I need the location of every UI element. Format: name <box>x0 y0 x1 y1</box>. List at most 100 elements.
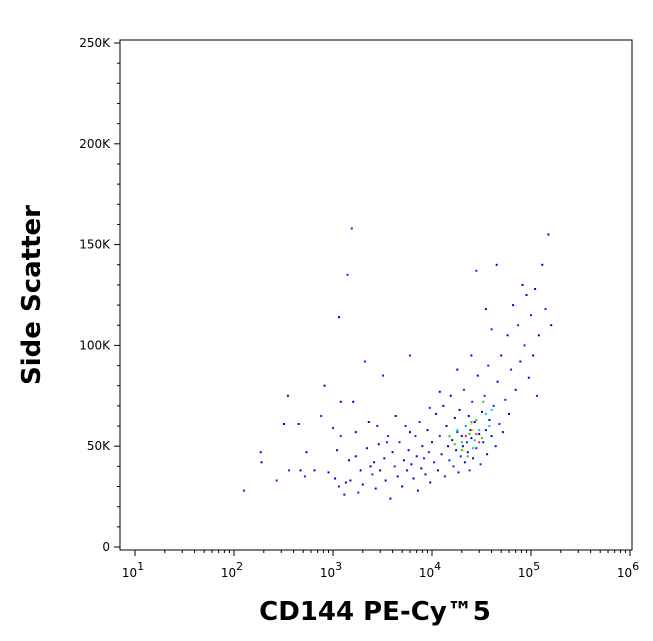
data-point <box>472 457 475 460</box>
x-axis-title: CD144 PE-Cy™5 <box>259 597 491 627</box>
x-tick-label: 105 <box>518 560 540 580</box>
data-point <box>297 423 300 425</box>
data-point <box>415 455 418 458</box>
data-point <box>457 471 460 474</box>
data-point <box>320 415 323 417</box>
data-point <box>487 364 490 367</box>
data-point <box>459 455 462 458</box>
data-point <box>550 324 553 327</box>
data-point-hot <box>462 449 465 452</box>
data-point <box>424 473 427 476</box>
data-point <box>260 461 263 464</box>
data-point <box>484 429 487 432</box>
data-point <box>496 380 499 383</box>
data-point <box>452 465 455 468</box>
data-point <box>365 447 368 450</box>
data-point <box>523 344 526 347</box>
data-point <box>463 461 466 464</box>
data-point <box>475 447 478 450</box>
data-point-dense <box>482 400 485 403</box>
data-point-dense <box>478 429 481 432</box>
data-point <box>402 459 405 462</box>
data-point <box>440 453 443 456</box>
data-point <box>414 435 417 438</box>
data-point-dense <box>448 435 451 438</box>
data-point <box>338 316 340 319</box>
data-point <box>391 451 394 454</box>
data-point <box>471 400 474 403</box>
data-point <box>376 425 379 427</box>
data-point <box>530 314 532 317</box>
y-axis-title: Side Scatter <box>17 205 47 385</box>
x-tick-label: 104 <box>419 560 441 580</box>
data-point-dense <box>488 425 491 427</box>
data-point <box>323 384 326 387</box>
data-point <box>525 294 528 296</box>
data-point <box>288 469 291 472</box>
data-point-dense <box>481 437 483 440</box>
data-point <box>498 423 501 425</box>
data-point-dense <box>475 419 478 421</box>
minor-ticks <box>117 62 626 553</box>
data-point <box>371 473 374 476</box>
x-axis-ticks: 101 102 103 104 105 106 <box>122 550 639 580</box>
data-point <box>428 406 431 409</box>
data-point-dense <box>484 412 487 415</box>
data-point <box>344 481 347 484</box>
data-point <box>327 471 330 474</box>
data-point <box>478 433 481 436</box>
data-point <box>349 479 352 482</box>
data-point <box>442 404 445 407</box>
data-point <box>455 449 458 452</box>
data-point <box>429 481 432 484</box>
data-point <box>393 465 396 468</box>
data-point <box>373 461 376 464</box>
x-tick-label: 103 <box>320 560 342 580</box>
data-point <box>421 445 424 448</box>
data-point <box>521 283 524 286</box>
data-point <box>482 441 485 444</box>
data-point <box>259 451 262 454</box>
data-point <box>409 354 411 357</box>
data-point-dense <box>464 425 467 427</box>
data-point <box>410 463 413 466</box>
data-point <box>527 376 530 379</box>
data-point <box>401 485 404 488</box>
data-point <box>506 334 509 337</box>
data-point <box>416 489 419 492</box>
data-point <box>242 489 245 492</box>
data-point <box>406 469 409 472</box>
data-point-dense <box>470 421 473 423</box>
data-point <box>367 421 370 423</box>
data-point <box>492 404 495 407</box>
data-point <box>305 451 308 454</box>
data-point <box>462 388 465 391</box>
data-point <box>445 425 448 427</box>
data-point <box>470 354 473 357</box>
y-tick-label: 100K <box>79 338 111 352</box>
data-point <box>377 443 380 446</box>
data-point <box>359 469 362 472</box>
data-point <box>519 360 522 363</box>
data-point <box>275 479 278 482</box>
data-point-hot <box>475 433 478 436</box>
data-point <box>483 394 486 397</box>
data-point <box>363 360 366 363</box>
data-point-dense <box>460 449 463 452</box>
data-point <box>490 328 493 331</box>
y-tick-label: 150K <box>79 238 111 252</box>
data-point <box>475 269 478 272</box>
data-point <box>476 374 479 377</box>
data-point <box>427 451 430 454</box>
data-point <box>354 455 357 458</box>
data-point <box>336 449 339 452</box>
data-point <box>437 469 439 472</box>
data-point <box>501 431 504 434</box>
data-point <box>382 374 384 377</box>
data-point <box>420 467 423 470</box>
x-tick-label: 102 <box>221 560 243 580</box>
data-point <box>465 441 468 444</box>
data-point <box>423 457 425 460</box>
data-point-dense <box>466 455 469 458</box>
